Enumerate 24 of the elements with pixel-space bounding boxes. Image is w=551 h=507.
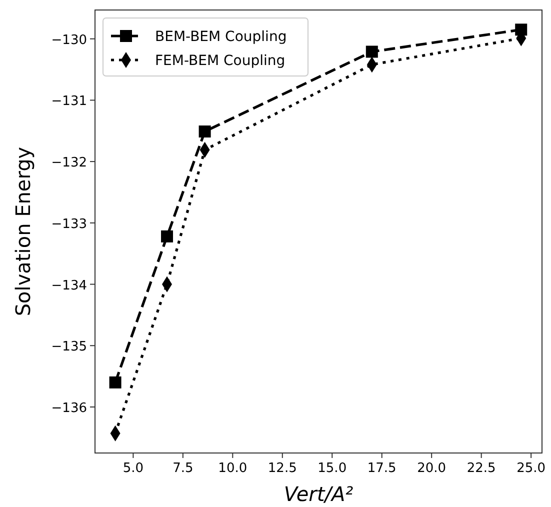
- x-tick-label: 20.0: [417, 461, 446, 476]
- point: [161, 230, 174, 242]
- y-axis-title: Solvation Energy: [11, 146, 35, 316]
- x-tick-label: 22.5: [466, 461, 496, 476]
- y-tick-label: −135: [51, 340, 87, 355]
- point: [109, 376, 122, 388]
- y-tick-label: −130: [51, 32, 87, 48]
- y-tick-label: −136: [51, 400, 87, 416]
- y-tick-label: −131: [51, 94, 87, 110]
- x-tick-label: 15.0: [318, 461, 347, 476]
- x-tick-label: 17.5: [367, 461, 396, 476]
- y-tick-label: −134: [51, 278, 87, 294]
- y-tick-label: −133: [51, 216, 87, 232]
- point: [366, 46, 378, 58]
- x-tick-label: 7.5: [172, 461, 194, 476]
- x-tick-label: 25.0: [516, 461, 546, 476]
- x-tick-label: 10.0: [218, 461, 248, 476]
- y-tick-label: −132: [51, 156, 87, 171]
- x-tick-label: 5.0: [122, 461, 144, 476]
- legend-label: FEM-BEM Coupling: [155, 53, 286, 69]
- legend-label: BEM-BEM Coupling: [155, 29, 287, 45]
- point: [198, 125, 211, 138]
- x-axis-title: Vert/A²: [284, 482, 354, 506]
- x-tick-label: 12.5: [268, 461, 297, 476]
